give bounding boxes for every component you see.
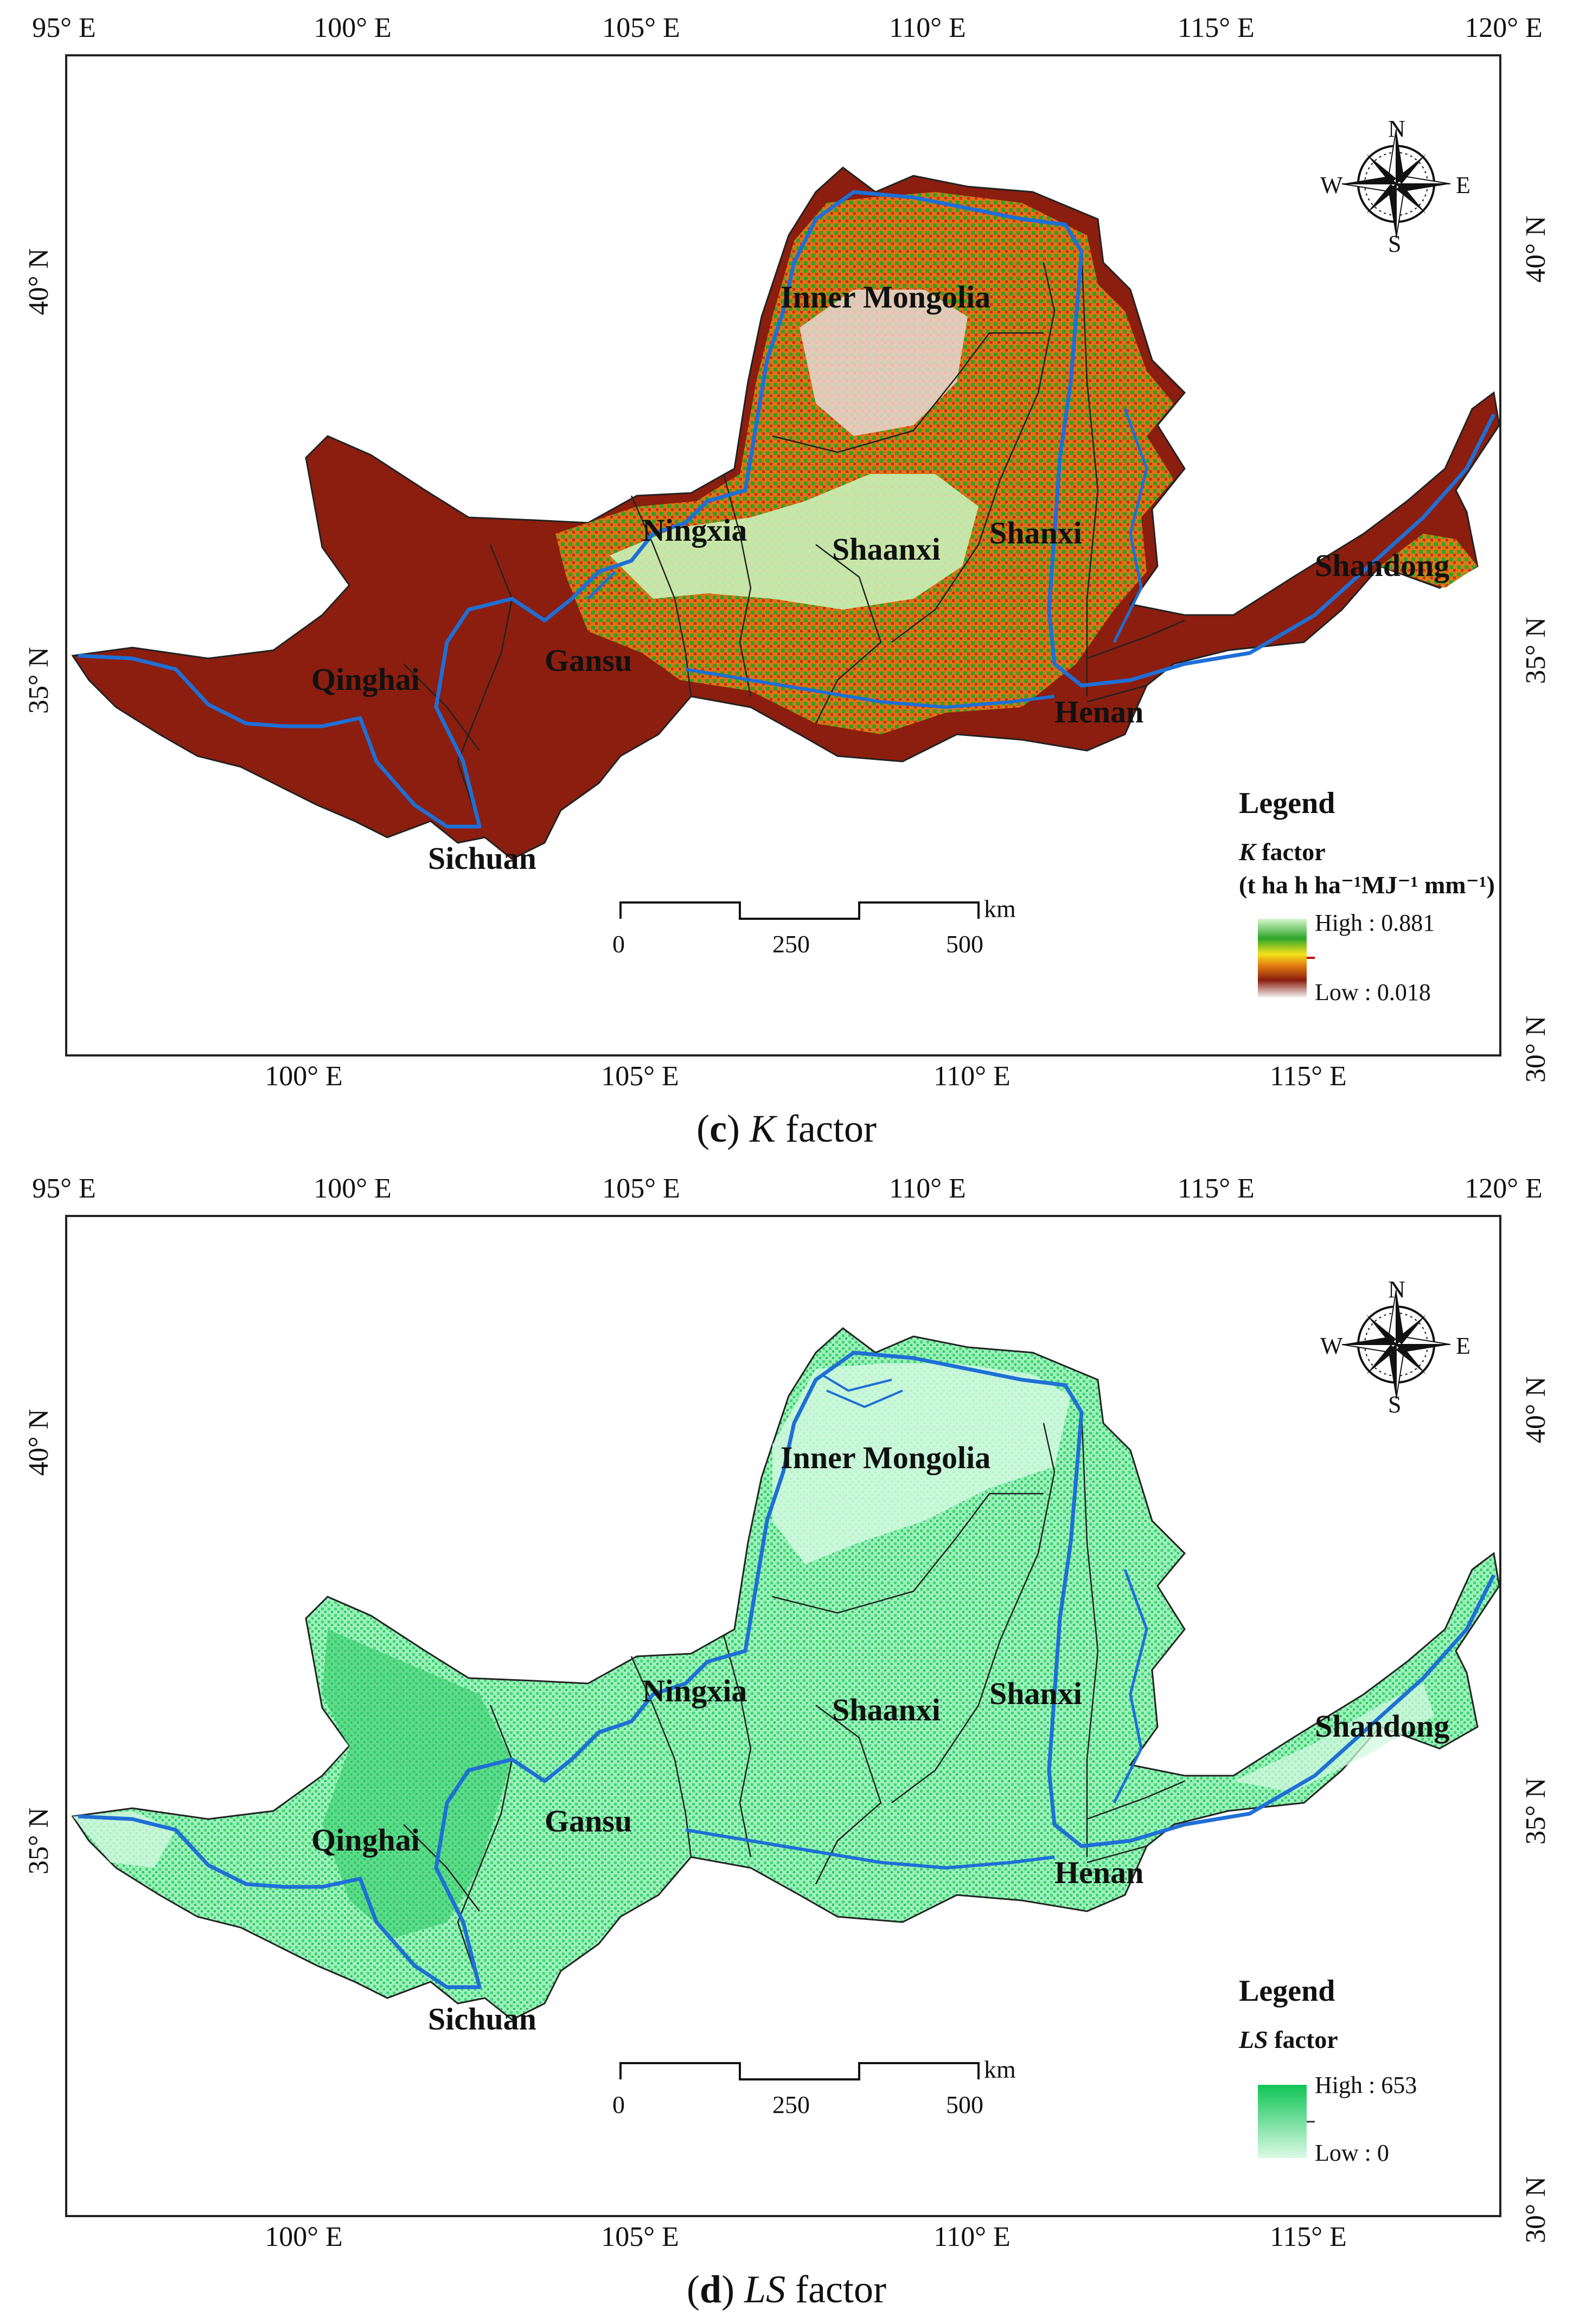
top-tick: 115° E bbox=[1178, 12, 1255, 43]
panel-k-factor: 95° E 100° E 105° E 110° E 115° E 120° E… bbox=[0, 0, 1573, 1161]
top-tick: 115° E bbox=[1178, 1173, 1255, 1204]
top-tick: 110° E bbox=[889, 1173, 966, 1204]
compass-s: S bbox=[1388, 1391, 1402, 1418]
scale-unit: km bbox=[984, 895, 1016, 923]
legend-variable: K factor bbox=[1239, 838, 1326, 866]
legend-low: Low : 0.018 bbox=[1315, 979, 1431, 1006]
top-tick: 95° E bbox=[32, 1173, 96, 1204]
label-shanxi: Shanxi bbox=[989, 515, 1082, 550]
legend-title: Legend bbox=[1239, 786, 1335, 820]
label-inner-mongolia: Inner Mongolia bbox=[781, 279, 991, 315]
compass-n: N bbox=[1388, 116, 1405, 142]
ls-high-zone bbox=[322, 1629, 512, 1938]
legend-high: High : 653 bbox=[1315, 2072, 1417, 2098]
compass-rose-icon bbox=[1341, 129, 1451, 239]
bottom-tick: 100° E bbox=[265, 2221, 343, 2252]
scale-tick-0: 0 bbox=[612, 2091, 625, 2118]
label-qinghai: Qinghai bbox=[311, 662, 420, 697]
label-gansu: Gansu bbox=[545, 1803, 632, 1839]
k-low-zone bbox=[800, 290, 968, 436]
label-shanxi: Shanxi bbox=[989, 1676, 1082, 1711]
scale-bar bbox=[619, 2062, 980, 2080]
top-tick: 105° E bbox=[602, 12, 680, 43]
legend-low: Low : 0 bbox=[1315, 2140, 1389, 2166]
compass-e: E bbox=[1456, 1333, 1470, 1359]
compass-n: N bbox=[1388, 1276, 1405, 1303]
compass-rose-icon bbox=[1341, 1290, 1451, 1399]
scale-bar bbox=[619, 901, 980, 920]
right-tick: 35° N bbox=[1520, 1777, 1552, 1845]
left-tick: 35° N bbox=[23, 646, 55, 714]
compass-w: W bbox=[1320, 172, 1343, 199]
legend-variable: LS factor bbox=[1239, 2026, 1338, 2053]
top-tick: 100° E bbox=[314, 1173, 392, 1204]
left-tick: 40° N bbox=[23, 1409, 55, 1476]
bottom-tick: 100° E bbox=[265, 1061, 343, 1092]
k-legend-ramp bbox=[1258, 919, 1307, 997]
legend-units: (t ha h ha⁻¹MJ⁻¹ mm⁻¹) bbox=[1239, 871, 1495, 899]
ls-legend-ramp bbox=[1258, 2085, 1307, 2158]
scale-tick-500: 500 bbox=[946, 930, 983, 958]
top-tick: 100° E bbox=[314, 12, 392, 43]
compass-w: W bbox=[1320, 1333, 1343, 1359]
right-tick: 40° N bbox=[1520, 1376, 1552, 1444]
yellow-river bbox=[78, 1350, 1496, 1989]
label-ningxia: Ningxia bbox=[642, 1673, 747, 1708]
left-tick: 40° N bbox=[23, 248, 55, 316]
map-frame: N S E W Inner Mongolia Ningxia Shaanxi S… bbox=[65, 1215, 1501, 2217]
province-boundaries bbox=[403, 1412, 1185, 1988]
yellow-river bbox=[78, 190, 1496, 829]
compass-e: E bbox=[1456, 172, 1470, 199]
caption-k: (c) K factor bbox=[696, 1107, 877, 1150]
map-frame: N S E W Inner Mongolia Ningxia Shaanxi S… bbox=[65, 54, 1501, 1057]
scale-tick-250: 250 bbox=[772, 2091, 810, 2118]
label-henan: Henan bbox=[1054, 694, 1144, 729]
top-tick: 120° E bbox=[1465, 12, 1543, 43]
label-shaanxi: Shaanxi bbox=[832, 532, 941, 567]
scale-tick-250: 250 bbox=[772, 930, 810, 958]
basin-map-k bbox=[71, 129, 1499, 997]
top-tick: 105° E bbox=[602, 1173, 680, 1204]
bottom-tick: 110° E bbox=[933, 1061, 1011, 1092]
scale-tick-500: 500 bbox=[946, 2091, 983, 2118]
label-shandong: Shandong bbox=[1315, 1708, 1450, 1744]
top-tick: 110° E bbox=[889, 12, 966, 43]
left-tick: 35° N bbox=[23, 1807, 55, 1875]
top-tick: 120° E bbox=[1465, 1173, 1543, 1204]
scale-unit: km bbox=[984, 2056, 1016, 2083]
label-shaanxi: Shaanxi bbox=[832, 1692, 941, 1727]
panel-ls-factor: 95° E 100° E 105° E 110° E 115° E 120° E… bbox=[0, 1161, 1573, 2324]
compass-s: S bbox=[1388, 231, 1402, 257]
bottom-tick: 115° E bbox=[1270, 2221, 1347, 2252]
province-boundaries bbox=[403, 251, 1185, 827]
legend-high: High : 0.881 bbox=[1315, 910, 1435, 936]
right-tick: 30° N bbox=[1520, 1015, 1552, 1083]
right-tick: 30° N bbox=[1520, 2176, 1552, 2244]
label-inner-mongolia: Inner Mongolia bbox=[781, 1440, 991, 1475]
k-high-zone bbox=[610, 474, 979, 610]
label-sichuan: Sichuan bbox=[428, 2001, 536, 2037]
ls-low-zone bbox=[772, 1363, 1071, 1564]
k-mid-zone bbox=[555, 192, 1174, 734]
bottom-tick: 105° E bbox=[601, 1061, 679, 1092]
label-henan: Henan bbox=[1054, 1855, 1144, 1890]
label-qinghai: Qinghai bbox=[311, 1822, 420, 1858]
bottom-tick: 115° E bbox=[1270, 1061, 1347, 1092]
label-ningxia: Ningxia bbox=[642, 513, 747, 548]
scale-tick-0: 0 bbox=[612, 930, 625, 958]
top-tick: 95° E bbox=[32, 12, 96, 43]
label-gansu: Gansu bbox=[545, 643, 632, 678]
label-sichuan: Sichuan bbox=[428, 841, 536, 876]
basin-map-ls bbox=[71, 1290, 1499, 2158]
bottom-tick: 110° E bbox=[933, 2221, 1011, 2252]
caption-ls: (d) LS factor bbox=[687, 2268, 886, 2311]
label-shandong: Shandong bbox=[1315, 548, 1450, 583]
right-tick: 35° N bbox=[1520, 617, 1552, 684]
legend-title: Legend bbox=[1239, 1974, 1335, 2008]
right-tick: 40° N bbox=[1520, 215, 1552, 283]
bottom-tick: 105° E bbox=[601, 2221, 679, 2252]
